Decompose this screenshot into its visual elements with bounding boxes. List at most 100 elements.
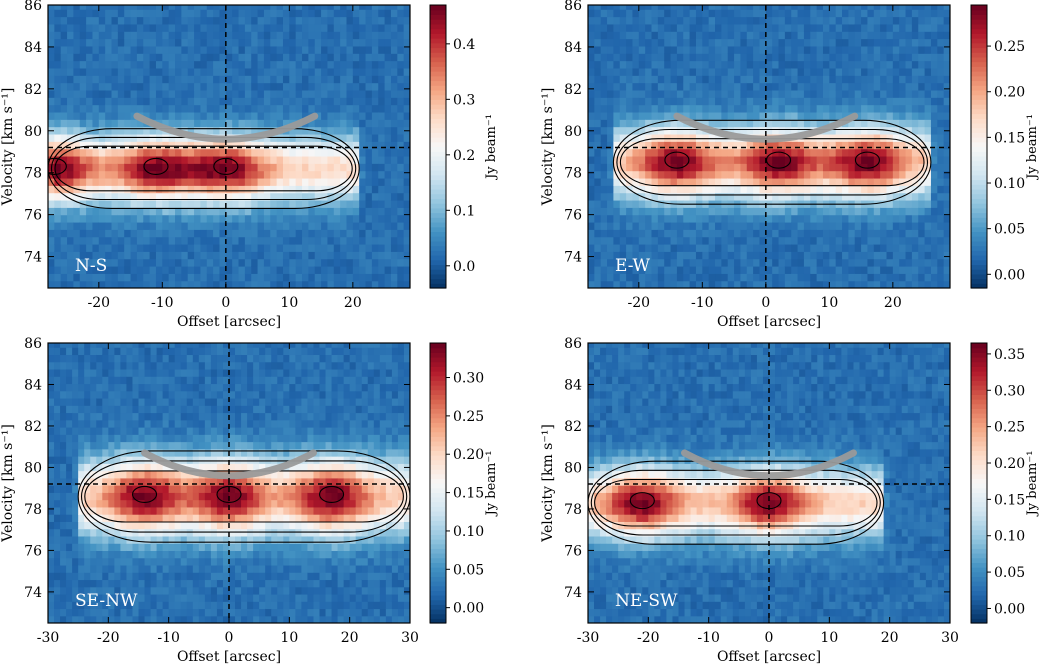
heatmap-cell	[588, 280, 595, 288]
heatmap-cell	[72, 470, 79, 479]
heatmap-cell	[930, 207, 938, 216]
heatmap-cell	[111, 243, 119, 252]
heatmap-cell	[861, 141, 869, 150]
heatmap-cell	[143, 141, 151, 150]
heatmap-cell	[60, 199, 68, 208]
heatmap-cell	[930, 133, 938, 142]
heatmap-cell	[937, 133, 945, 142]
heatmap-cell	[708, 89, 716, 98]
colorbar-segment	[430, 207, 446, 214]
heatmap-cell	[276, 111, 284, 120]
heatmap-cell	[327, 60, 335, 69]
heatmap-cell	[232, 5, 240, 10]
heatmap-cell	[321, 119, 329, 128]
heatmap-cell	[600, 214, 608, 223]
heatmap-cell	[772, 273, 780, 282]
heatmap-cell	[613, 185, 621, 194]
heatmap-cell	[206, 38, 214, 47]
heatmap-cell	[314, 104, 322, 113]
heatmap-cell	[695, 67, 703, 76]
heatmap-cell	[72, 376, 79, 385]
heatmap-cell	[943, 75, 950, 84]
heatmap-cell	[111, 9, 119, 18]
heatmap-cell	[270, 163, 278, 172]
heatmap-cell	[378, 148, 386, 157]
heatmap-cell	[854, 207, 862, 216]
heatmap-cell	[803, 133, 811, 142]
heatmap-cell	[746, 229, 754, 238]
heatmap-cell	[778, 23, 786, 32]
heatmap-cell	[867, 45, 875, 54]
heatmap-cell	[390, 280, 398, 288]
heatmap-cell	[371, 82, 379, 91]
heatmap-cell	[270, 9, 278, 18]
heatmap-cell	[54, 419, 61, 428]
heatmap-cell	[371, 9, 379, 18]
heatmap-cell	[333, 207, 341, 216]
heatmap-cell	[54, 38, 62, 47]
heatmap-cell	[289, 9, 297, 18]
heatmap-cell	[187, 148, 195, 157]
heatmap-cell	[803, 53, 811, 62]
heatmap-cell	[842, 104, 849, 113]
heatmap-cell	[924, 119, 932, 128]
heatmap-cell	[308, 16, 316, 25]
heatmap-cell	[143, 148, 151, 157]
heatmap-cell	[734, 214, 742, 223]
heatmap-cell	[867, 280, 875, 288]
heatmap-cell	[588, 265, 595, 274]
heatmap-cell	[244, 265, 252, 274]
heatmap-cell	[937, 23, 945, 32]
heatmap-cell	[98, 31, 106, 40]
heatmap-cell	[899, 16, 907, 25]
heatmap-cell	[200, 199, 208, 208]
heatmap-cell	[937, 82, 945, 91]
heatmap-cell	[155, 31, 163, 40]
heatmap-cell	[810, 265, 818, 274]
heatmap-cell	[66, 579, 73, 588]
heatmap-cell	[829, 170, 837, 179]
heatmap-cell	[683, 31, 691, 40]
heatmap-cell	[772, 185, 780, 194]
heatmap-cell	[90, 528, 97, 537]
heatmap-cell	[302, 199, 309, 208]
heatmap-cell	[117, 5, 125, 10]
heatmap-cell	[740, 163, 748, 172]
heatmap-cell	[390, 119, 398, 128]
heatmap-cell	[98, 97, 106, 106]
heatmap-cell	[727, 75, 735, 84]
heatmap-cell	[645, 38, 653, 47]
y-tick-label: 86	[24, 0, 42, 14]
heatmap-cell	[365, 67, 373, 76]
heatmap-cell	[60, 251, 68, 260]
heatmap-cell	[911, 155, 919, 164]
heatmap-cell	[842, 133, 849, 142]
heatmap-cell	[251, 280, 259, 288]
heatmap-cell	[683, 280, 691, 288]
heatmap-cell	[397, 5, 405, 10]
heatmap-cell	[270, 199, 278, 208]
heatmap-cell	[295, 280, 303, 288]
heatmap-cell	[657, 89, 665, 98]
heatmap-cell	[746, 111, 754, 120]
heatmap-cell	[797, 207, 805, 216]
heatmap-cell	[778, 60, 786, 69]
heatmap-cell	[880, 104, 888, 113]
heatmap-cell	[321, 170, 329, 179]
heatmap-cell	[918, 177, 926, 186]
heatmap-cell	[302, 243, 309, 252]
heatmap-cell	[657, 185, 665, 194]
heatmap-cell	[861, 45, 869, 54]
heatmap-cell	[905, 104, 913, 113]
heatmap-cell	[302, 38, 309, 47]
heatmap-cell	[403, 207, 410, 216]
heatmap-cell	[67, 207, 74, 216]
heatmap-cell	[232, 38, 240, 47]
heatmap-cell	[302, 67, 309, 76]
heatmap-cell	[943, 89, 950, 98]
heatmap-cell	[60, 23, 68, 32]
heatmap-cell	[854, 53, 862, 62]
heatmap-cell	[359, 214, 367, 223]
heatmap-cell	[346, 163, 354, 172]
heatmap-cell	[282, 265, 290, 274]
